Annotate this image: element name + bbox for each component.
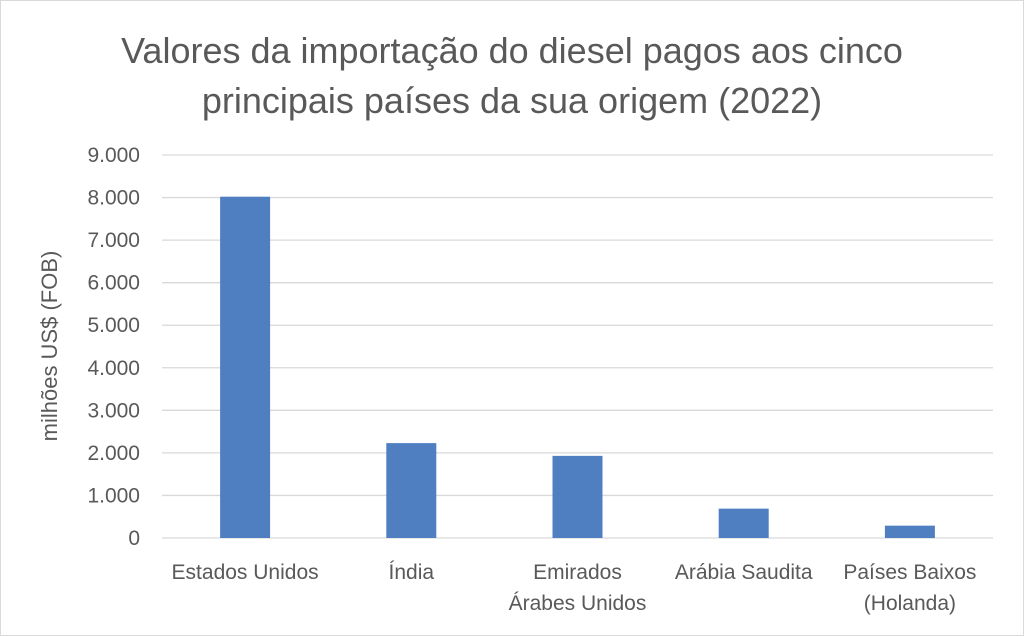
x-category-label: Estados Unidos xyxy=(172,561,319,584)
bar xyxy=(386,443,437,538)
x-category-label: Países Baixos (Holanda) xyxy=(843,561,976,615)
y-tick-label: 7.000 xyxy=(87,229,140,252)
x-category-label-line: Índia xyxy=(389,561,435,584)
x-category-label-line: Estados Unidos xyxy=(172,561,319,584)
x-category-label: Emirados Árabes Unidos xyxy=(509,561,647,615)
x-category-label-line: (Holanda) xyxy=(864,592,956,615)
x-axis-categories: Estados Unidos Índia Emirados Árabes Unidos… xyxy=(172,561,977,615)
y-tick-label: 1.000 xyxy=(87,484,140,507)
y-tick-label: 5.000 xyxy=(87,314,140,337)
x-category-label: Arábia Saudita xyxy=(675,561,813,584)
x-category-label: Índia xyxy=(389,561,435,584)
bar xyxy=(552,455,603,538)
y-tick-label: 9.000 xyxy=(87,144,140,167)
bars xyxy=(220,196,935,538)
chart-title-line-1: Valores da importação do diesel pagos ao… xyxy=(121,30,903,71)
x-category-label-line: Arábia Saudita xyxy=(675,561,813,584)
y-tick-label: 2.000 xyxy=(87,442,140,465)
x-category-label-line: Países Baixos xyxy=(843,561,976,584)
x-category-label-line: Emirados xyxy=(533,561,622,584)
y-tick-label: 6.000 xyxy=(87,272,140,295)
chart-title: Valores da importação do diesel pagos ao… xyxy=(0,26,1024,126)
gridlines xyxy=(162,154,993,539)
bar xyxy=(884,525,935,538)
y-axis-ticks: 0 1.000 2.000 3.000 4.000 5.000 6.000 7.000 8.00… xyxy=(87,144,140,550)
x-category-label-line: Árabes Unidos xyxy=(509,592,647,615)
y-tick-label: 3.000 xyxy=(87,399,140,422)
y-tick-label: 0 xyxy=(128,527,140,550)
bar xyxy=(718,508,769,538)
y-tick-label: 4.000 xyxy=(87,357,140,380)
bar xyxy=(220,196,271,538)
chart-title-line-2: principais países da sua origem (2022) xyxy=(201,80,823,121)
y-axis-title: milhões US$ (FOB) xyxy=(37,251,62,442)
y-tick-label: 8.000 xyxy=(87,187,140,210)
